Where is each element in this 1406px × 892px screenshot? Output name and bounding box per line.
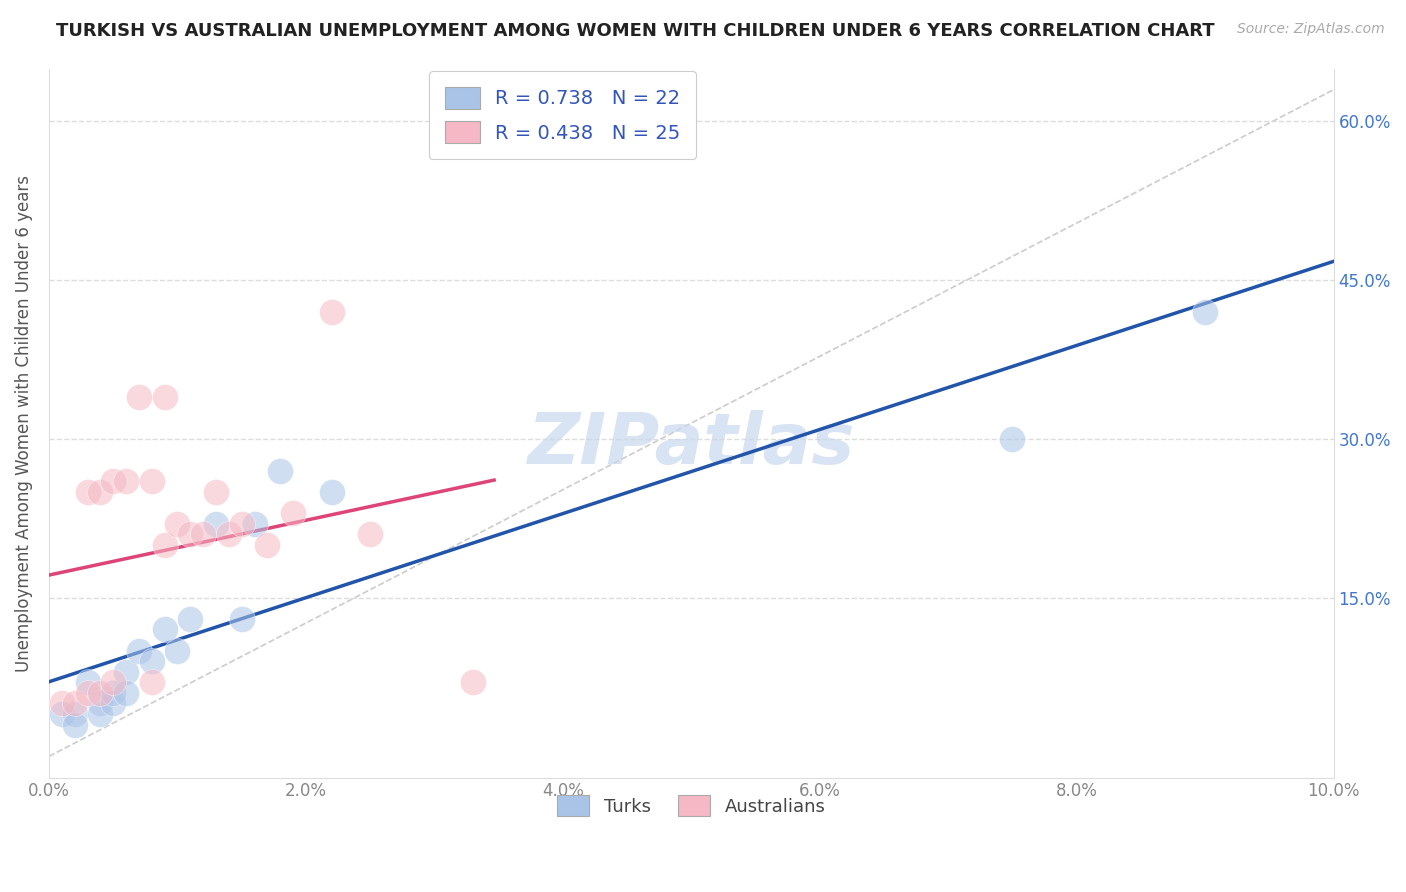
Point (256, 538, 278, 552)
Point (269, 464, 291, 478)
Text: TURKISH VS AUSTRALIAN UNEMPLOYMENT AMONG WOMEN WITH CHILDREN UNDER 6 YEARS CORRE: TURKISH VS AUSTRALIAN UNEMPLOYMENT AMONG… (56, 22, 1215, 40)
Point (153, 390, 176, 404)
Point (191, 527, 214, 541)
Point (128, 643, 150, 657)
Point (243, 516, 266, 531)
Point (218, 527, 240, 541)
Point (103, 686, 125, 700)
Point (103, 697, 125, 711)
Point (1001, 432, 1024, 446)
Point (115, 475, 138, 489)
Point (115, 665, 138, 679)
Point (166, 643, 188, 657)
Point (179, 527, 201, 541)
Point (205, 516, 228, 531)
Point (1194, 305, 1216, 319)
Point (76, 675, 98, 690)
Point (63, 707, 86, 722)
Y-axis label: Unemployment Among Women with Children Under 6 years: Unemployment Among Women with Children U… (15, 175, 32, 672)
Point (179, 612, 201, 626)
Point (51, 697, 73, 711)
Text: ZIPatlas: ZIPatlas (527, 409, 855, 479)
Point (153, 623, 176, 637)
Point (89, 707, 111, 722)
Point (141, 675, 163, 690)
Point (141, 475, 163, 489)
Point (153, 538, 176, 552)
Point (89, 484, 111, 499)
Point (231, 612, 253, 626)
Point (51, 707, 73, 722)
Point (89, 686, 111, 700)
Point (231, 516, 253, 531)
Point (205, 484, 228, 499)
Point (89, 697, 111, 711)
Point (128, 390, 150, 404)
Point (115, 686, 138, 700)
Point (103, 475, 125, 489)
Legend: Turks, Australians: Turks, Australians (548, 787, 835, 825)
Point (321, 484, 343, 499)
Point (281, 506, 304, 520)
Point (76, 484, 98, 499)
Point (359, 527, 381, 541)
Point (321, 305, 343, 319)
Point (63, 697, 86, 711)
Point (141, 654, 163, 668)
Point (63, 717, 86, 731)
Point (166, 516, 188, 531)
Text: Source: ZipAtlas.com: Source: ZipAtlas.com (1237, 22, 1385, 37)
Point (103, 675, 125, 690)
Point (461, 675, 484, 690)
Point (76, 686, 98, 700)
